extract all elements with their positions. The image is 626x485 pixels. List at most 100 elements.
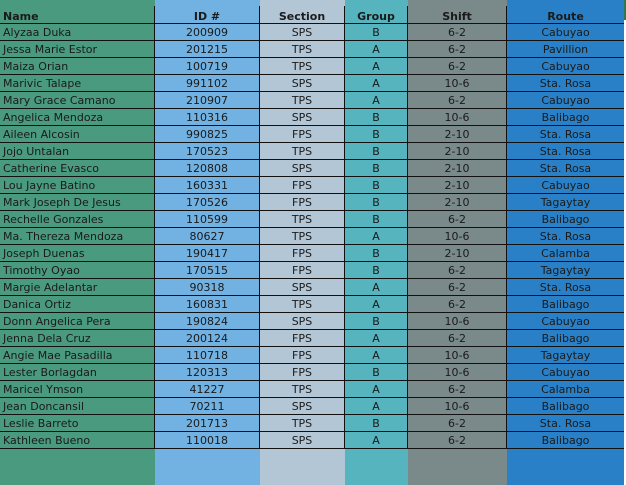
cell-route[interactable]: Sta. Rosa: [539, 416, 592, 430]
cell-group[interactable]: A: [345, 381, 408, 397]
cell-route[interactable]: Balibago: [541, 433, 590, 447]
cell-route[interactable]: Sta. Rosa: [539, 144, 592, 158]
cell-id[interactable]: 80627: [155, 228, 260, 244]
cell-route[interactable]: Balibago: [541, 110, 590, 124]
cell-name[interactable]: Lester Borlagdan: [0, 364, 155, 380]
cell-name[interactable]: Jessa Marie Estor: [0, 41, 155, 57]
cell-name[interactable]: Danica Ortiz: [0, 296, 155, 312]
cell-section[interactable]: SPS: [260, 432, 345, 448]
cell-group[interactable]: A: [345, 92, 408, 108]
cell-route[interactable]: Tagaytay: [540, 195, 591, 209]
cell-group[interactable]: B: [345, 109, 408, 125]
cell-section[interactable]: FPS: [260, 245, 345, 261]
cell-section[interactable]: FPS: [260, 262, 345, 278]
cell-group[interactable]: A: [345, 296, 408, 312]
cell-id[interactable]: 70211: [155, 398, 260, 414]
cell-group[interactable]: A: [345, 330, 408, 346]
cell-section[interactable]: SPS: [260, 398, 345, 414]
cell-section[interactable]: FPS: [260, 364, 345, 380]
cell-shift[interactable]: 10-6: [408, 109, 507, 125]
cell-id[interactable]: 41227: [155, 381, 260, 397]
cell-id[interactable]: 190417: [155, 245, 260, 261]
cell-name[interactable]: Rechelle Gonzales: [0, 211, 155, 227]
cell-id[interactable]: 170523: [155, 143, 260, 159]
cell-route[interactable]: Cabuyao: [541, 178, 590, 192]
cell-name[interactable]: Kathleen Bueno: [0, 432, 155, 448]
cell-route[interactable]: Sta. Rosa: [539, 161, 592, 175]
cell-id[interactable]: 200124: [155, 330, 260, 346]
cell-route[interactable]: Cabuyao: [541, 93, 590, 107]
cell-route[interactable]: Cabuyao: [541, 365, 590, 379]
cell-id[interactable]: 201713: [155, 415, 260, 431]
cell-route[interactable]: Sta. Rosa: [539, 127, 592, 141]
cell-route[interactable]: Sta. Rosa: [539, 76, 592, 90]
cell-name[interactable]: Jean Doncansil: [0, 398, 155, 414]
cell-name[interactable]: Mark Joseph De Jesus: [0, 194, 155, 210]
cell-id[interactable]: 990825: [155, 126, 260, 142]
header-shift[interactable]: Shift: [408, 6, 507, 23]
cell-group[interactable]: B: [345, 143, 408, 159]
cell-name[interactable]: Maiza Orian: [0, 58, 155, 74]
header-section[interactable]: Section: [260, 6, 345, 23]
header-group[interactable]: Group: [345, 6, 408, 23]
cell-id[interactable]: 160831: [155, 296, 260, 312]
cell-section[interactable]: SPS: [260, 24, 345, 40]
cell-shift[interactable]: 10-6: [408, 75, 507, 91]
cell-id[interactable]: 90318: [155, 279, 260, 295]
cell-id[interactable]: 210907: [155, 92, 260, 108]
cell-id[interactable]: 120313: [155, 364, 260, 380]
cell-id[interactable]: 110718: [155, 347, 260, 363]
cell-shift[interactable]: 6-2: [408, 381, 507, 397]
cell-id[interactable]: 110018: [155, 432, 260, 448]
cell-shift[interactable]: 6-2: [408, 415, 507, 431]
cell-route[interactable]: Sta. Rosa: [539, 280, 592, 294]
cell-section[interactable]: TPS: [260, 296, 345, 312]
cell-shift[interactable]: 2-10: [408, 194, 507, 210]
cell-group[interactable]: B: [345, 194, 408, 210]
cell-shift[interactable]: 10-6: [408, 313, 507, 329]
cell-name[interactable]: Aileen Alcosin: [0, 126, 155, 142]
cell-route[interactable]: Tagaytay: [540, 348, 591, 362]
cell-shift[interactable]: 6-2: [408, 58, 507, 74]
cell-shift[interactable]: 2-10: [408, 160, 507, 176]
cell-shift[interactable]: 6-2: [408, 296, 507, 312]
header-id[interactable]: ID #: [155, 6, 260, 23]
cell-group[interactable]: B: [345, 245, 408, 261]
cell-shift[interactable]: 6-2: [408, 211, 507, 227]
cell-group[interactable]: A: [345, 41, 408, 57]
cell-name[interactable]: Lou Jayne Batino: [0, 177, 155, 193]
cell-name[interactable]: Jojo Untalan: [0, 143, 155, 159]
cell-section[interactable]: SPS: [260, 279, 345, 295]
cell-section[interactable]: TPS: [260, 415, 345, 431]
cell-section[interactable]: FPS: [260, 330, 345, 346]
cell-name[interactable]: Marivic Talape: [0, 75, 155, 91]
cell-id[interactable]: 190824: [155, 313, 260, 329]
cell-group[interactable]: A: [345, 279, 408, 295]
cell-route[interactable]: Calamba: [541, 382, 590, 396]
cell-shift[interactable]: 10-6: [408, 228, 507, 244]
cell-group[interactable]: B: [345, 364, 408, 380]
header-route[interactable]: Route: [547, 10, 584, 23]
cell-shift[interactable]: 6-2: [408, 24, 507, 40]
cell-shift[interactable]: 6-2: [408, 279, 507, 295]
cell-id[interactable]: 170526: [155, 194, 260, 210]
cell-shift[interactable]: 10-6: [408, 347, 507, 363]
cell-shift[interactable]: 2-10: [408, 126, 507, 142]
cell-section[interactable]: SPS: [260, 75, 345, 91]
cell-section[interactable]: TPS: [260, 143, 345, 159]
cell-shift[interactable]: 2-10: [408, 245, 507, 261]
cell-shift[interactable]: 10-6: [408, 364, 507, 380]
cell-shift[interactable]: 6-2: [408, 330, 507, 346]
cell-shift[interactable]: 2-10: [408, 177, 507, 193]
cell-group[interactable]: A: [345, 432, 408, 448]
cell-section[interactable]: TPS: [260, 381, 345, 397]
cell-section[interactable]: SPS: [260, 160, 345, 176]
cell-section[interactable]: TPS: [260, 58, 345, 74]
cell-id[interactable]: 991102: [155, 75, 260, 91]
cell-route[interactable]: Balibago: [541, 212, 590, 226]
cell-section[interactable]: SPS: [260, 109, 345, 125]
cell-name[interactable]: Donn Angelica Pera: [0, 313, 155, 329]
cell-name[interactable]: Margie Adelantar: [0, 279, 155, 295]
cell-shift[interactable]: 6-2: [408, 432, 507, 448]
cell-name[interactable]: Alyzaa Duka: [0, 24, 155, 40]
